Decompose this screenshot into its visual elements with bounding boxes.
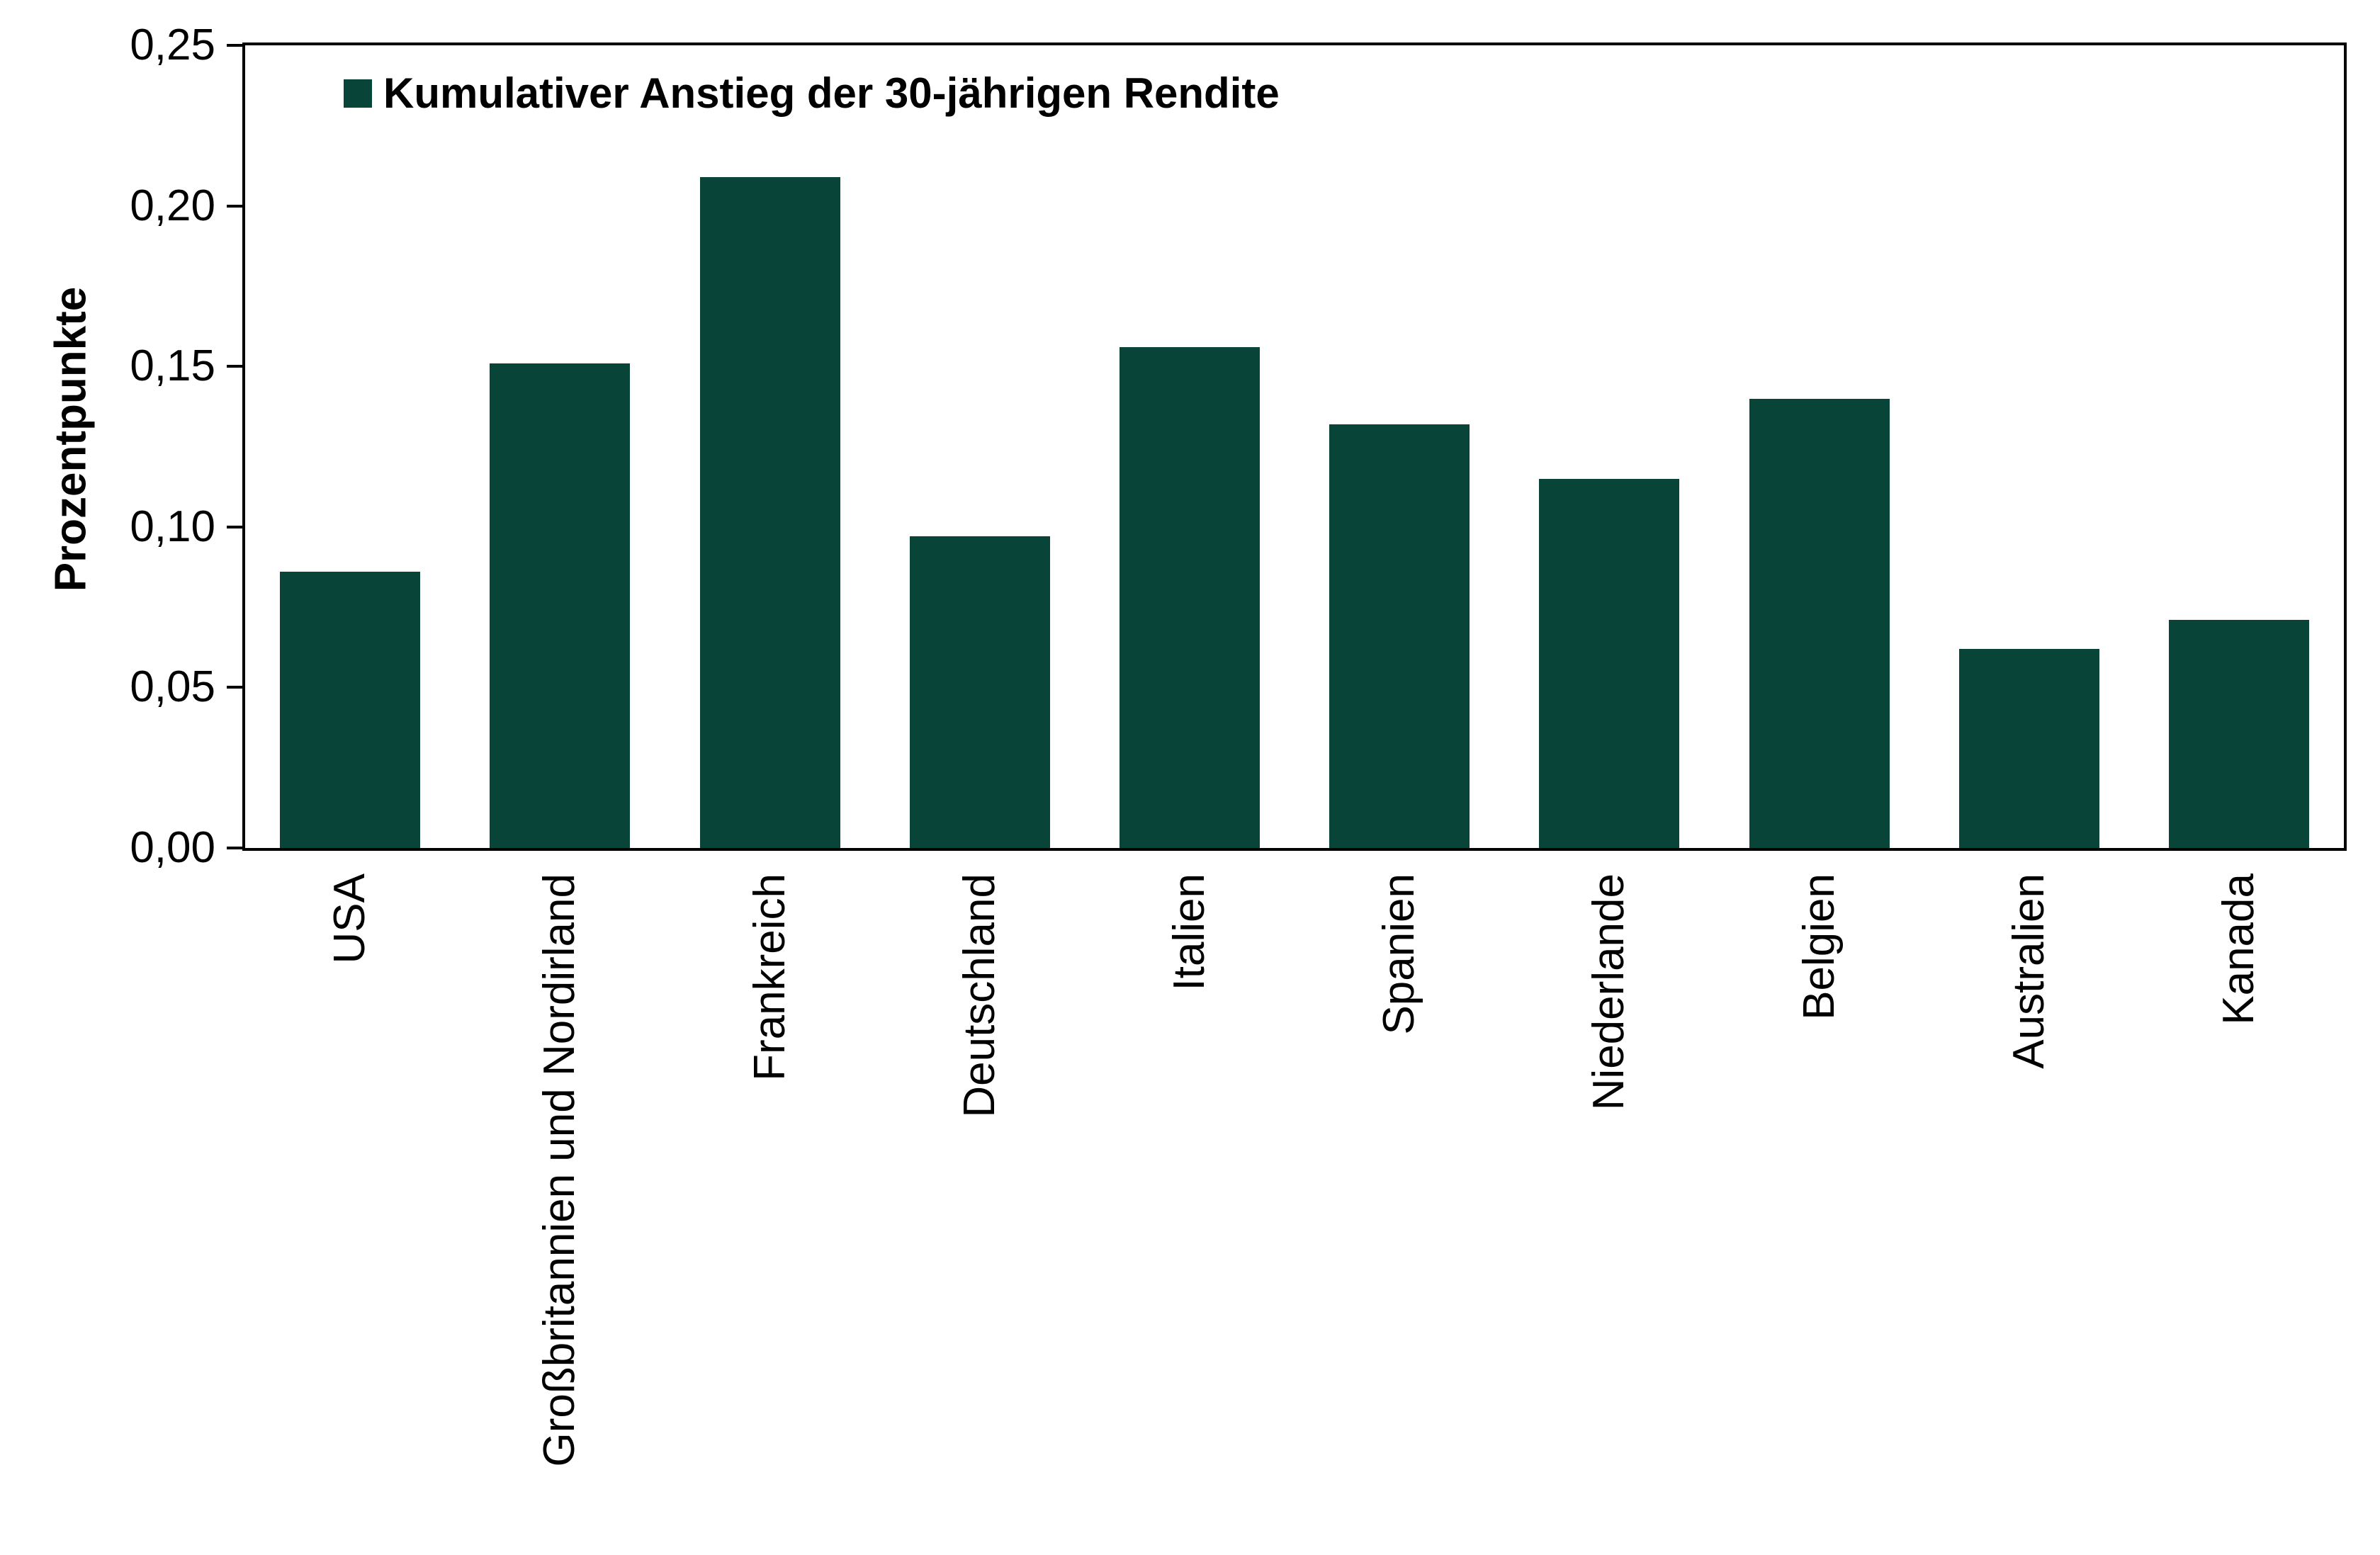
bar: [280, 572, 420, 848]
bar: [1329, 424, 1470, 848]
y-axis-tick: [227, 686, 242, 689]
x-axis-category-label: Deutschland: [955, 873, 1004, 1118]
bar: [2169, 620, 2309, 848]
x-axis-category-label: Großbritannien und Nordirland: [535, 873, 584, 1467]
y-axis-tick-label: 0,20: [130, 181, 215, 230]
legend-label: Kumulativer Anstieg der 30-jährigen Rend…: [383, 69, 1280, 117]
bar: [1749, 399, 1890, 848]
bar: [1959, 649, 2099, 848]
y-axis-tick: [227, 204, 242, 208]
x-axis-category-label: Belgien: [1795, 873, 1844, 1020]
x-axis-category-label: Frankreich: [745, 873, 794, 1081]
legend-marker-swatch: [344, 79, 372, 108]
bar: [910, 536, 1050, 848]
y-axis-tick: [227, 525, 242, 528]
x-axis-category-label: Australien: [2004, 873, 2053, 1069]
y-axis-tick-label: 0,25: [130, 21, 215, 69]
x-axis-category-label: Kanada: [2214, 873, 2263, 1025]
y-axis-tick-label: 0,05: [130, 662, 215, 712]
plot-area: [242, 43, 2347, 851]
y-axis-tick-label: 0,10: [130, 502, 215, 551]
bar: [700, 177, 840, 848]
x-axis-category-label: Italien: [1165, 873, 1214, 991]
y-axis-tick-label: 0,15: [130, 341, 215, 391]
x-axis-category-label: Spanien: [1375, 873, 1423, 1035]
x-axis-category-label: USA: [325, 873, 374, 964]
y-axis-tick: [227, 44, 242, 47]
bar: [1539, 479, 1679, 848]
y-axis-tick-label: 0,00: [130, 823, 215, 872]
y-axis-tick: [227, 847, 242, 849]
legend: Kumulativer Anstieg der 30-jährigen Rend…: [344, 67, 1280, 120]
bar: [1119, 347, 1260, 848]
x-axis-category-label: Niederlande: [1584, 873, 1633, 1111]
y-axis-tick: [227, 365, 242, 368]
bar: [490, 363, 630, 848]
